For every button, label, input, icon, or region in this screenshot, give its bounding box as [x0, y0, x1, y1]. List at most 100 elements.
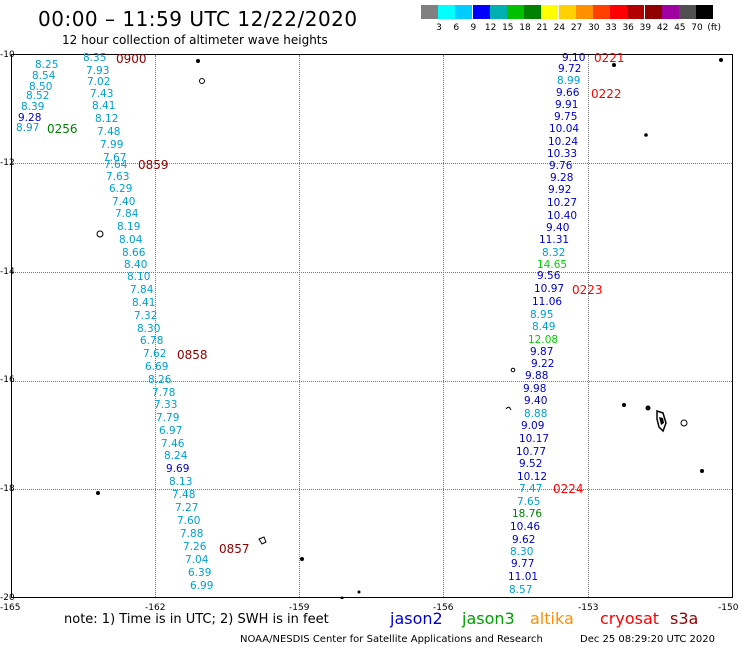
wave-height-value: 18.76: [512, 508, 543, 520]
map-title: 00:00 – 11:59 UTC 12/22/2020: [38, 7, 358, 31]
x-tick-label: -153: [578, 603, 599, 613]
legend-label: 18: [519, 23, 531, 33]
wave-height-value: 7.48: [172, 489, 196, 501]
map-plot-area: [11, 54, 733, 599]
wave-height-value: 8.88: [524, 408, 548, 420]
wave-height-value: 7.84: [115, 208, 139, 220]
satellite-name-jason2: jason2: [390, 609, 443, 628]
legend-swatch: [610, 5, 628, 19]
legend-label: 6: [453, 23, 460, 33]
legend-label: 45: [674, 23, 686, 33]
pass-time-label: 0221: [594, 51, 625, 65]
wave-height-value: 9.87: [530, 346, 554, 358]
legend-swatch: [524, 5, 542, 19]
grid-line: [443, 55, 444, 597]
wave-height-value: 9.76: [549, 160, 573, 172]
wave-height-value: 7.78: [152, 387, 176, 399]
wave-height-value: 8.66: [122, 247, 146, 259]
wave-height-value: 9.91: [555, 99, 579, 111]
wave-height-value: 8.26: [148, 374, 172, 386]
wave-height-value: 9.92: [548, 184, 572, 196]
footer-note: note: 1) Time is in UTC; 2) SWH is in fe…: [64, 612, 329, 627]
wave-height-value: 11.01: [508, 571, 539, 583]
wave-height-value: 10.77: [516, 446, 547, 458]
wave-height-value: 8.04: [119, 234, 143, 246]
legend-label: 15: [502, 23, 514, 33]
wave-height-value: 7.79: [156, 412, 180, 424]
wave-height-value: 9.62: [512, 534, 536, 546]
wave-height-value: 10.12: [517, 471, 548, 483]
wave-height-value: 10.17: [519, 433, 550, 445]
wave-height-value: 9.40: [524, 395, 548, 407]
y-tick-label: -20: [0, 593, 15, 603]
wave-height-value: 8.25: [35, 59, 59, 71]
wave-height-value: 7.93: [86, 65, 110, 77]
x-tick-label: -150: [718, 603, 739, 613]
wave-height-value: 10.97: [534, 283, 565, 295]
y-tick-label: -14: [0, 267, 15, 277]
wave-height-value: 7.65: [517, 496, 541, 508]
wave-height-value: 7.04: [185, 554, 209, 566]
wave-height-value: 8.19: [117, 221, 141, 233]
credit-line: NOAA/NESDIS Center for Satellite Applica…: [240, 634, 543, 645]
wave-height-value: 11.31: [539, 234, 570, 246]
wave-height-value: 10.46: [510, 521, 541, 533]
legend-swatch: [489, 5, 507, 19]
wave-height-value: 7.63: [106, 171, 130, 183]
wave-height-value: 7.46: [161, 438, 185, 450]
legend-swatch: [507, 5, 524, 19]
legend-swatch: [455, 5, 473, 19]
grid-line: [299, 55, 300, 597]
wave-height-value: 7.47: [519, 483, 543, 495]
wave-height-value: 7.26: [183, 541, 207, 553]
wave-height-value: 7.32: [134, 310, 158, 322]
legend-swatch: [644, 5, 662, 19]
grid-line: [155, 55, 156, 597]
legend-label: 9: [470, 23, 477, 33]
wave-height-value: 9.10: [562, 52, 586, 64]
wave-height-value: 9.22: [531, 358, 555, 370]
legend-swatch: [627, 5, 645, 19]
wave-height-value: 7.02: [87, 76, 111, 88]
wave-height-value: 9.75: [554, 111, 578, 123]
wave-height-value: 9.69: [166, 463, 190, 475]
satellite-name-jason3: jason3: [462, 609, 515, 628]
grid-line: [12, 163, 732, 164]
wave-height-value: 9.28: [550, 172, 574, 184]
wave-height-value: 10.27: [547, 197, 578, 209]
legend-swatch: [421, 5, 438, 19]
x-tick-label: -165: [0, 603, 21, 613]
wave-height-value: 7.27: [175, 502, 199, 514]
wave-height-value: 7.62: [143, 348, 167, 360]
wave-height-value: 10.04: [549, 123, 580, 135]
legend-label: 12: [484, 23, 497, 33]
wave-height-value: 9.52: [519, 458, 543, 470]
legend-swatch: [541, 5, 559, 19]
y-tick-label: -12: [0, 158, 15, 168]
wave-height-value: 11.06: [532, 296, 563, 308]
wave-height-value: 9.56: [537, 270, 561, 282]
grid-line: [12, 381, 732, 382]
legend-label: 30: [588, 23, 600, 33]
wave-height-value: 8.97: [16, 122, 40, 134]
wave-height-value: 8.50: [29, 81, 53, 93]
wave-height-value: 8.24: [164, 450, 188, 462]
grid-line: [588, 55, 589, 597]
legend-swatch: [679, 5, 696, 19]
wave-height-value: 6.97: [159, 425, 183, 437]
wave-height-value: 9.98: [523, 383, 547, 395]
legend-label: 21: [536, 23, 548, 33]
legend-swatch: [558, 5, 576, 19]
legend-label: 3: [436, 23, 442, 33]
wave-height-value: 8.32: [542, 247, 566, 259]
legend-swatch: [593, 5, 610, 19]
wave-height-value: 9.40: [546, 222, 570, 234]
map-subtitle: 12 hour collection of altimeter wave hei…: [62, 33, 328, 47]
wave-height-value: 10.40: [547, 210, 578, 222]
generated-timestamp: Dec 25 08:29:20 UTC 2020: [580, 634, 715, 645]
legend-swatch: [661, 5, 679, 19]
wave-height-value: 7.48: [97, 126, 121, 138]
legend-label: 39: [639, 23, 652, 33]
wave-height-value: 14.65: [537, 259, 568, 271]
wave-height-value: 6.69: [145, 361, 169, 373]
